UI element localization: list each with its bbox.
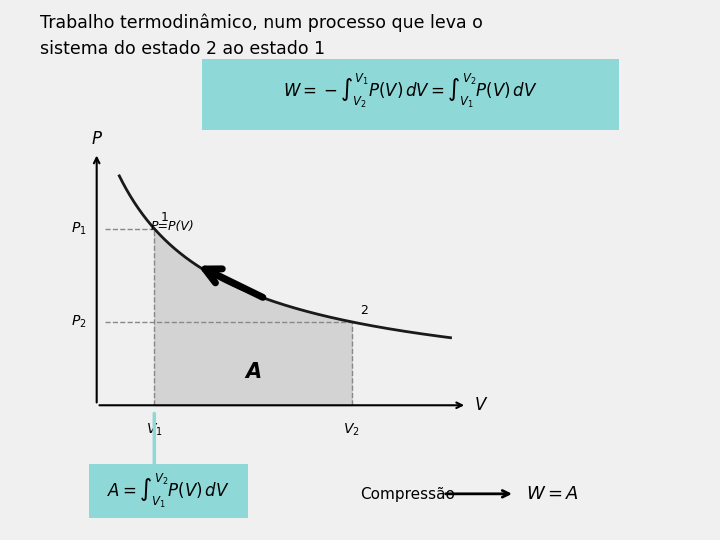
Text: 1: 1 <box>161 211 168 224</box>
Text: A: A <box>245 362 261 382</box>
Text: $V_1$: $V_1$ <box>146 421 163 437</box>
Text: $W = -\int_{V_2}^{V_1} P(V)\,dV = \int_{V_1}^{V_2} P(V)\,dV$: $W = -\int_{V_2}^{V_1} P(V)\,dV = \int_{… <box>283 72 538 110</box>
Text: P: P <box>91 130 102 148</box>
Text: $A = \int_{V_1}^{V_2} P(V)\,dV$: $A = \int_{V_1}^{V_2} P(V)\,dV$ <box>107 472 230 510</box>
Text: $P_2$: $P_2$ <box>71 314 86 330</box>
Text: P=P(V): P=P(V) <box>150 220 194 233</box>
Text: 2: 2 <box>360 304 368 317</box>
Text: $W = A$: $W = A$ <box>526 485 579 503</box>
Text: V: V <box>475 396 487 414</box>
Text: Trabalho termodinâmico, num processo que leva o: Trabalho termodinâmico, num processo que… <box>40 14 482 32</box>
Text: Compressão: Compressão <box>360 487 455 502</box>
Text: sistema do estado 2 ao estado 1: sistema do estado 2 ao estado 1 <box>40 40 325 58</box>
Text: $V_2$: $V_2$ <box>343 421 360 437</box>
Text: $P_1$: $P_1$ <box>71 220 86 237</box>
